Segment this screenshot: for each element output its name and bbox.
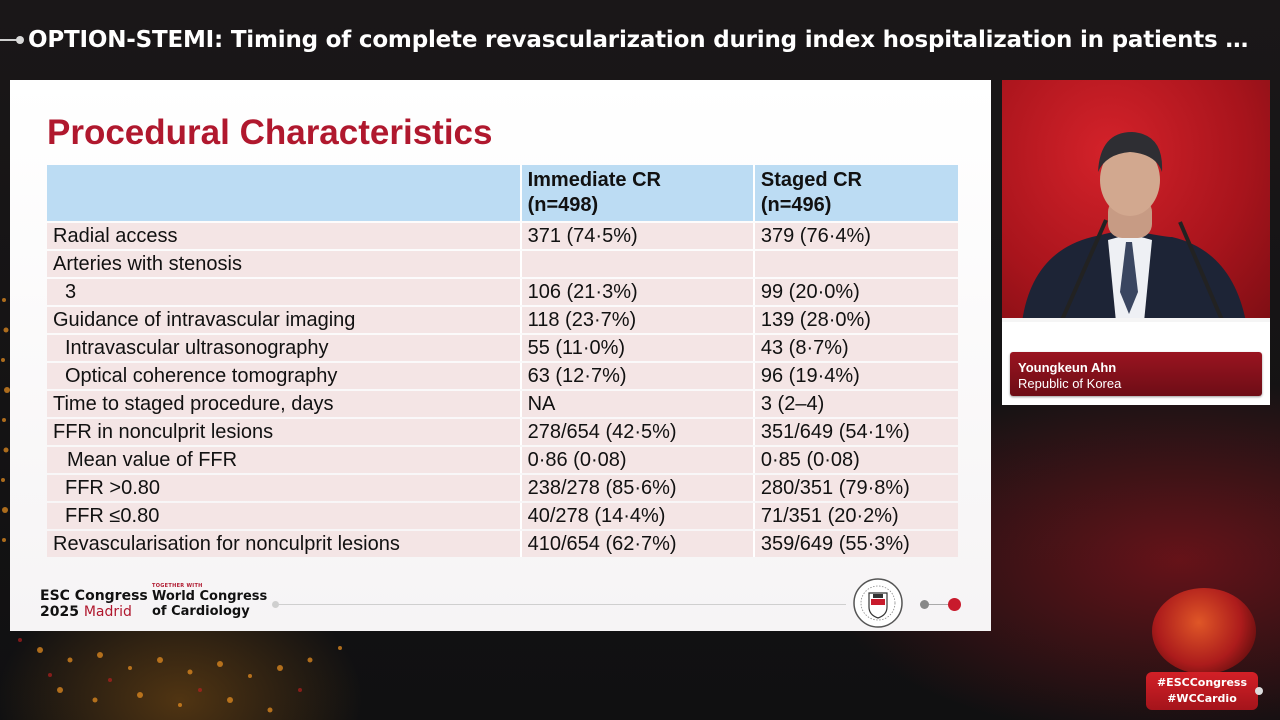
header-cell-immediate: Immediate CR (n=498) bbox=[521, 165, 755, 221]
table-header-row: Immediate CR (n=498) Staged CR (n=496) bbox=[47, 165, 958, 221]
table-row: Time to staged procedure, days NA 3 (2–4… bbox=[47, 391, 958, 417]
row-staged: 139 (28·0%) bbox=[754, 307, 958, 333]
row-immediate: 0·86 (0·08) bbox=[521, 447, 755, 473]
row-immediate: NA bbox=[521, 391, 755, 417]
row-staged: 96 (19·4%) bbox=[754, 363, 958, 389]
header-cell-label bbox=[47, 165, 522, 221]
row-staged: 280/351 (79·8%) bbox=[754, 475, 958, 501]
row-label: Revascularisation for nonculprit lesions bbox=[47, 531, 522, 557]
row-immediate: 118 (23·7%) bbox=[521, 307, 755, 333]
footer-divider bbox=[272, 601, 846, 608]
header-immediate-n: (n=498) bbox=[527, 194, 599, 216]
table-row: FFR >0.80 238/278 (85·6%) 280/351 (79·8%… bbox=[47, 475, 958, 501]
row-staged: 43 (8·7%) bbox=[754, 335, 958, 361]
row-staged: 379 (76·4%) bbox=[754, 223, 958, 249]
row-immediate: 55 (11·0%) bbox=[521, 335, 755, 361]
row-staged: 359/649 (55·3%) bbox=[754, 531, 958, 557]
row-immediate: 63 (12·7%) bbox=[521, 363, 755, 389]
esc-logo-city: Madrid bbox=[83, 604, 132, 620]
speaker-name: Youngkeun Ahn bbox=[1018, 360, 1117, 375]
row-immediate: 371 (74·5%) bbox=[521, 223, 755, 249]
table-row: FFR ≤0.80 40/278 (14·4%) 71/351 (20·2%) bbox=[47, 503, 958, 529]
speaker-nameplate: Youngkeun Ahn Republic of Korea bbox=[1010, 352, 1262, 396]
header-immediate-title: Immediate CR bbox=[527, 169, 661, 191]
speaker-country: Republic of Korea bbox=[1018, 376, 1122, 391]
row-staged bbox=[754, 251, 958, 277]
globe-graphic bbox=[1152, 588, 1256, 674]
esc-logo-year: 2025 bbox=[40, 604, 79, 620]
row-immediate: 278/654 (42·5%) bbox=[521, 419, 755, 445]
header-cell-staged: Staged CR (n=496) bbox=[754, 165, 958, 221]
header-staged-n: (n=496) bbox=[760, 194, 832, 216]
together-with-label: TOGETHER WITH bbox=[152, 583, 203, 589]
speaker-video: Youngkeun Ahn Republic of Korea bbox=[1002, 80, 1270, 405]
row-label: Guidance of intravascular imaging bbox=[47, 307, 522, 333]
table-row: Mean value of FFR 0·86 (0·08) 0·85 (0·08… bbox=[47, 447, 958, 473]
table-row: Optical coherence tomography 63 (12·7%) … bbox=[47, 363, 958, 389]
hashtag-wc: #WCCardio bbox=[1167, 692, 1237, 705]
row-label: Optical coherence tomography bbox=[47, 363, 522, 389]
presentation-slide: Procedural Characteristics Immediate CR … bbox=[10, 80, 991, 631]
hashtag-esc: #ESCCongress bbox=[1156, 676, 1248, 689]
row-immediate: 238/278 (85·6%) bbox=[521, 475, 755, 501]
wc-line1: World Congress bbox=[152, 589, 268, 604]
university-seal-icon bbox=[853, 578, 903, 628]
row-staged: 99 (20·0%) bbox=[754, 279, 958, 305]
footer-dot-grey bbox=[920, 600, 929, 609]
footer-dot-red bbox=[948, 598, 961, 611]
row-label: 3 bbox=[47, 279, 522, 305]
row-label: Radial access bbox=[47, 223, 522, 249]
row-staged: 3 (2–4) bbox=[754, 391, 958, 417]
footer-dot-connector bbox=[928, 604, 950, 605]
row-staged: 0·85 (0·08) bbox=[754, 447, 958, 473]
hashtag-dot-icon bbox=[1255, 687, 1263, 695]
row-label: Intravascular ultrasonography bbox=[47, 335, 522, 361]
table-row: Guidance of intravascular imaging 118 (2… bbox=[47, 307, 958, 333]
table-row: Revascularisation for nonculprit lesions… bbox=[47, 531, 958, 557]
speaker-figure bbox=[1002, 132, 1270, 322]
video-title: OPTION-STEMI: Timing of complete revascu… bbox=[28, 27, 1268, 53]
row-immediate: 410/654 (62·7%) bbox=[521, 531, 755, 557]
table-row: Intravascular ultrasonography 55 (11·0%)… bbox=[47, 335, 958, 361]
row-staged: 351/649 (54·1%) bbox=[754, 419, 958, 445]
row-immediate bbox=[521, 251, 755, 277]
table-row: 3 106 (21·3%) 99 (20·0%) bbox=[47, 279, 958, 305]
wc-line2: of Cardiology bbox=[152, 604, 250, 619]
esc-congress-logo: ESC Congress 2025 Madrid bbox=[40, 588, 148, 620]
row-label: FFR in nonculprit lesions bbox=[47, 419, 522, 445]
row-immediate: 40/278 (14·4%) bbox=[521, 503, 755, 529]
procedural-table: Immediate CR (n=498) Staged CR (n=496) R… bbox=[47, 163, 958, 559]
row-label: Arteries with stenosis bbox=[47, 251, 522, 277]
world-congress-logo: TOGETHER WITH World Congress of Cardiolo… bbox=[152, 583, 267, 619]
esc-logo-line2: 2025 Madrid bbox=[40, 604, 148, 620]
esc-logo-line1: ESC Congress bbox=[40, 588, 148, 604]
row-label: FFR ≤0.80 bbox=[47, 503, 522, 529]
row-immediate: 106 (21·3%) bbox=[521, 279, 755, 305]
row-label: FFR >0.80 bbox=[47, 475, 522, 501]
row-label: Mean value of FFR bbox=[47, 447, 522, 473]
video-title-bar: OPTION-STEMI: Timing of complete revascu… bbox=[0, 20, 1280, 60]
row-staged: 71/351 (20·2%) bbox=[754, 503, 958, 529]
title-bullet-icon bbox=[0, 36, 24, 44]
table-row: FFR in nonculprit lesions 278/654 (42·5%… bbox=[47, 419, 958, 445]
table-row: Arteries with stenosis bbox=[47, 251, 958, 277]
slide-title: Procedural Characteristics bbox=[47, 113, 493, 152]
table-row: Radial access 371 (74·5%) 379 (76·4%) bbox=[47, 223, 958, 249]
row-label: Time to staged procedure, days bbox=[47, 391, 522, 417]
header-staged-title: Staged CR bbox=[760, 169, 862, 191]
hashtag-badge: #ESCCongress #WCCardio bbox=[1146, 672, 1258, 710]
